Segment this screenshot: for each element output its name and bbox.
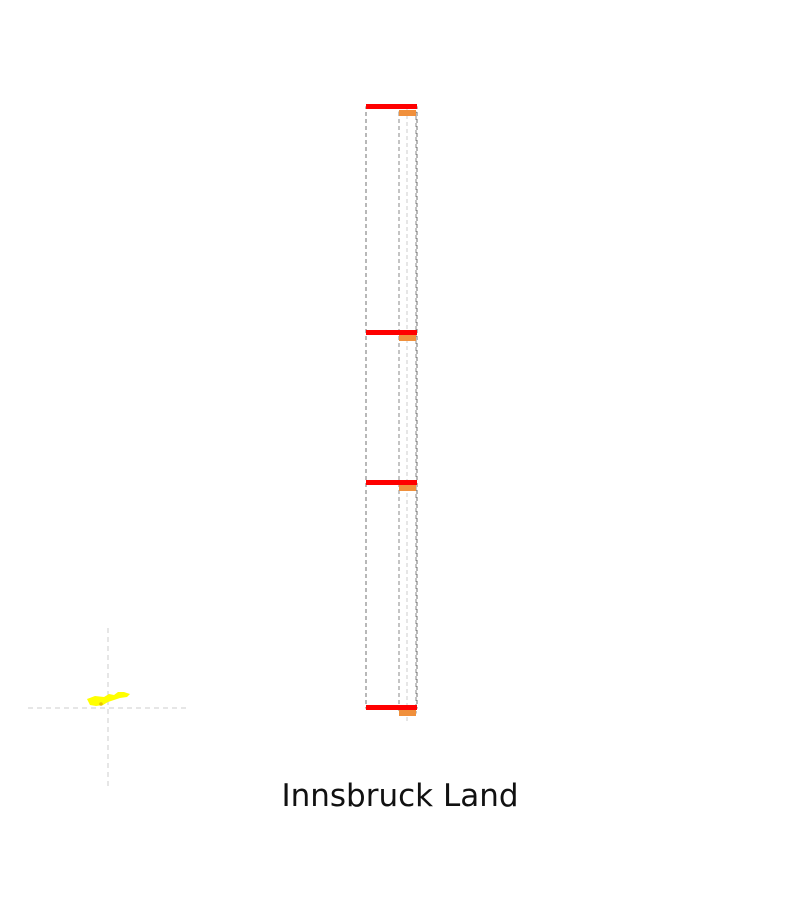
orange-marker-1 — [399, 110, 416, 116]
red-tick-2 — [366, 330, 417, 335]
red-tick-1 — [366, 104, 417, 109]
red-tick-3 — [366, 480, 417, 485]
red-ticks — [366, 104, 417, 710]
map-caption: Innsbruck Land — [281, 778, 519, 814]
orange-markers — [399, 110, 416, 716]
red-tick-4 — [366, 705, 417, 710]
region-locator-icon — [87, 692, 130, 706]
outer-frame — [365, 106, 418, 709]
orange-marker-2 — [399, 335, 416, 341]
orange-marker-4 — [399, 710, 416, 716]
locator-dot — [99, 702, 103, 706]
orange-marker-3 — [399, 485, 416, 491]
locator-map — [28, 628, 188, 788]
